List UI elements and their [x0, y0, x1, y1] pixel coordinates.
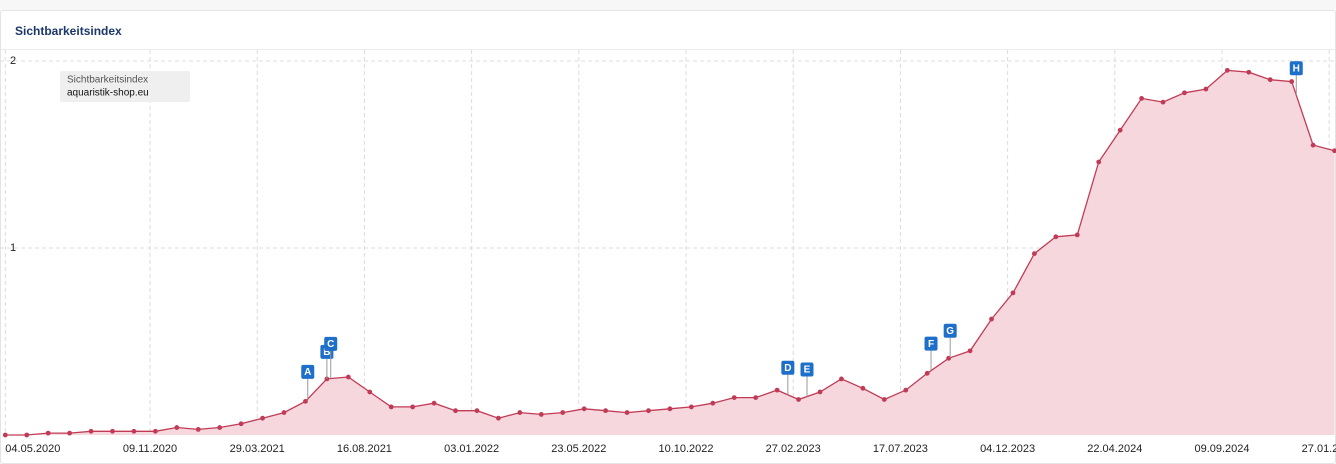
point [967, 348, 973, 354]
y-tick-label: 2 [10, 55, 16, 67]
x-tick-label: 04.05.2020 [5, 443, 60, 455]
area-fill [5, 70, 1335, 436]
x-tick-label: 09.09.2024 [1194, 443, 1249, 455]
point [410, 404, 416, 410]
point [731, 395, 737, 400]
point [1096, 159, 1102, 165]
x-tick-label: 04.12.2023 [980, 443, 1035, 455]
y-tick-label: 1 [10, 242, 16, 254]
chart-title: Sichtbarkeitsindex [15, 24, 122, 38]
point [1224, 67, 1230, 73]
marker-box [943, 323, 957, 338]
point [110, 428, 115, 434]
marker-label: A [304, 367, 311, 378]
panel-header: Sichtbarkeitsindex [1, 11, 1335, 50]
marker-label: B [323, 347, 330, 358]
point [1267, 77, 1273, 83]
point [860, 385, 866, 391]
point [303, 398, 308, 404]
point [345, 374, 351, 380]
point [388, 404, 394, 410]
point [903, 387, 909, 393]
point [67, 430, 73, 436]
point [1053, 234, 1059, 240]
legend-box [60, 71, 190, 102]
point [538, 412, 544, 417]
point [881, 397, 887, 402]
marker-box [324, 336, 338, 351]
point [1139, 96, 1144, 101]
point [131, 428, 137, 434]
point [989, 316, 994, 322]
x-tick-label: 09.11.2020 [123, 443, 177, 455]
point [453, 408, 458, 414]
marker-box [781, 360, 795, 375]
point [710, 400, 716, 406]
x-tick-label: 27.01.2025 [1302, 443, 1336, 455]
point [88, 428, 94, 434]
point [646, 408, 651, 414]
point [1117, 127, 1123, 133]
point [774, 387, 780, 393]
legend-entry: aquaristik-shop.eu [67, 88, 149, 99]
x-tick-label: 17.07.2023 [873, 443, 928, 455]
x-tick-label: 22.04.2024 [1087, 443, 1142, 455]
point [24, 432, 30, 438]
point [839, 376, 844, 382]
marker-box [800, 362, 814, 377]
x-tick-label: 16.08.2021 [337, 443, 392, 455]
marker-label: F [928, 339, 934, 350]
marker-label: D [784, 363, 791, 374]
point [431, 400, 437, 406]
marker-label: C [327, 339, 334, 350]
point [195, 426, 201, 432]
point [1160, 99, 1166, 105]
point [924, 370, 930, 376]
point [1332, 148, 1336, 154]
point [624, 410, 630, 415]
x-tick-label: 03.01.2022 [444, 443, 499, 455]
point [1289, 79, 1295, 84]
point [474, 408, 480, 414]
point [152, 428, 158, 434]
point [667, 406, 673, 412]
point [367, 389, 373, 395]
marker-box [1289, 61, 1303, 76]
marker-label: G [946, 326, 954, 337]
marker-label: H [1293, 63, 1300, 74]
marker-box [924, 336, 938, 351]
point [1074, 232, 1080, 238]
point [581, 406, 587, 412]
point [281, 410, 287, 415]
point [174, 425, 180, 430]
marker-label: E [804, 365, 811, 376]
point [603, 408, 609, 414]
point [560, 410, 566, 415]
point [1246, 69, 1252, 75]
point [496, 415, 501, 421]
point [796, 397, 801, 402]
point [2, 432, 8, 438]
marker-box [301, 364, 315, 379]
point [1310, 142, 1316, 148]
point [1032, 251, 1037, 257]
point [688, 404, 694, 410]
point [260, 415, 265, 421]
point [517, 410, 523, 415]
point [753, 395, 759, 400]
legend-title: Sichtbarkeitsindex [67, 75, 148, 86]
x-tick-label: 23.05.2022 [551, 443, 606, 455]
point [217, 425, 223, 430]
x-tick-label: 29.03.2021 [230, 443, 285, 455]
point [817, 389, 823, 395]
point [1203, 86, 1209, 92]
x-tick-label: 27.02.2023 [766, 443, 821, 455]
point [1010, 290, 1016, 296]
point [1182, 90, 1187, 96]
x-tick-label: 10.10.2022 [658, 443, 713, 455]
point [45, 430, 51, 436]
point [238, 421, 244, 427]
